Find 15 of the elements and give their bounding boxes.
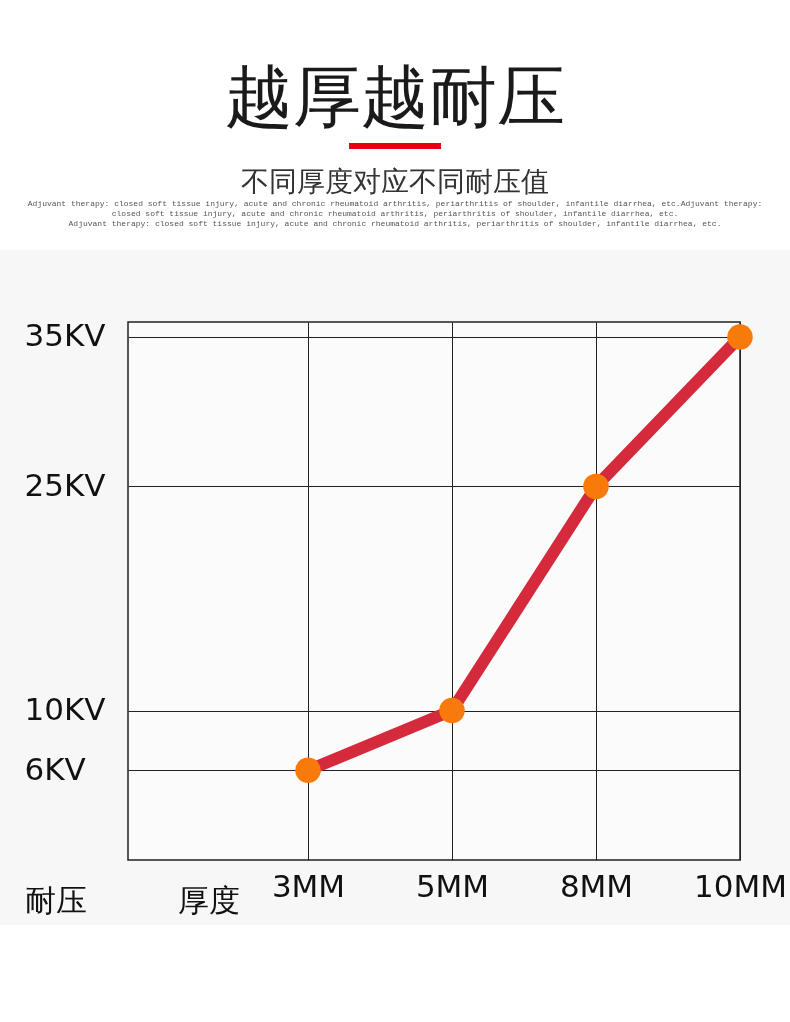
x-axis-title: 厚度 [178,881,241,918]
text: Adjuvant therapy: closed soft tissue injury, acute and chronic rheumatoid arthritis, periarthritis of shoulder, infantile diarrhea, etc. [67,219,723,229]
text: Adjuvant therapy: closed soft tissue injury, acute and chronic rheumatoid arthritis, periarthritis of shoulder, infantile diarrhea, etc.Adjuvant therapy: [26,199,764,209]
text: closed soft tissue injury, acute and chronic rheumatoid arthritis, periarthritis of shoulder, infantile diarrhea, etc. [110,209,680,219]
y-tick-label: 6KV [24,750,86,787]
x-tick-label: 8MM [559,867,634,904]
x-tick-label: 5MM [415,867,490,904]
y-tick-label: 10KV [24,691,106,728]
x-tick-label: 10MM [694,867,787,904]
chart-title: 越厚越耐压 [224,56,566,138]
y-tick-label: 25KV [24,466,106,503]
y-axis-title: 耐压 [24,881,87,918]
y-tick-label: 35KV [24,317,106,354]
chart-subtitle: 不同厚度对应不同耐压值 [241,165,549,198]
x-tick-label: 3MM [271,867,346,904]
